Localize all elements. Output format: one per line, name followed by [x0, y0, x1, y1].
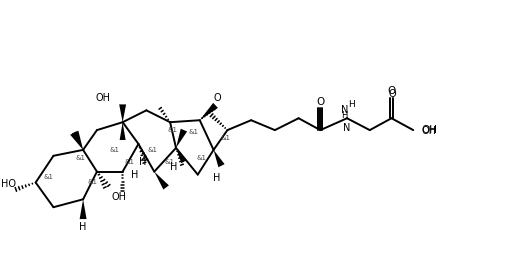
Text: H: H — [79, 222, 87, 232]
Text: H: H — [131, 170, 138, 180]
Text: H: H — [341, 111, 348, 120]
Text: H: H — [170, 162, 178, 172]
Text: &1: &1 — [147, 147, 157, 153]
Text: OH: OH — [96, 93, 111, 103]
Text: O: O — [316, 97, 325, 107]
Polygon shape — [176, 129, 187, 148]
Polygon shape — [200, 103, 218, 120]
Text: N: N — [343, 123, 351, 133]
Text: OH: OH — [421, 126, 436, 136]
Text: &1: &1 — [75, 155, 85, 161]
Text: N: N — [341, 105, 349, 115]
Text: &1: &1 — [167, 127, 177, 133]
Text: &1: &1 — [88, 178, 98, 185]
Polygon shape — [119, 105, 126, 122]
Polygon shape — [120, 122, 126, 140]
Text: &1: &1 — [197, 155, 207, 161]
Polygon shape — [154, 172, 169, 190]
Polygon shape — [80, 199, 86, 219]
Polygon shape — [72, 131, 83, 150]
Polygon shape — [214, 150, 225, 167]
Text: H: H — [139, 157, 146, 167]
Text: O: O — [389, 88, 396, 98]
Text: &1: &1 — [220, 135, 230, 141]
Text: O: O — [214, 93, 221, 103]
Polygon shape — [70, 131, 83, 150]
Text: &1: &1 — [43, 173, 54, 180]
Text: O: O — [388, 86, 395, 96]
Polygon shape — [176, 148, 187, 163]
Text: OH: OH — [111, 192, 126, 202]
Text: HO: HO — [1, 180, 16, 190]
Text: H: H — [349, 100, 355, 109]
Text: &1: &1 — [189, 129, 199, 135]
Text: &1: &1 — [125, 159, 134, 165]
Text: &1: &1 — [164, 159, 174, 165]
Text: H: H — [213, 173, 220, 183]
Text: OH: OH — [421, 125, 437, 135]
Text: &1: &1 — [110, 147, 120, 153]
